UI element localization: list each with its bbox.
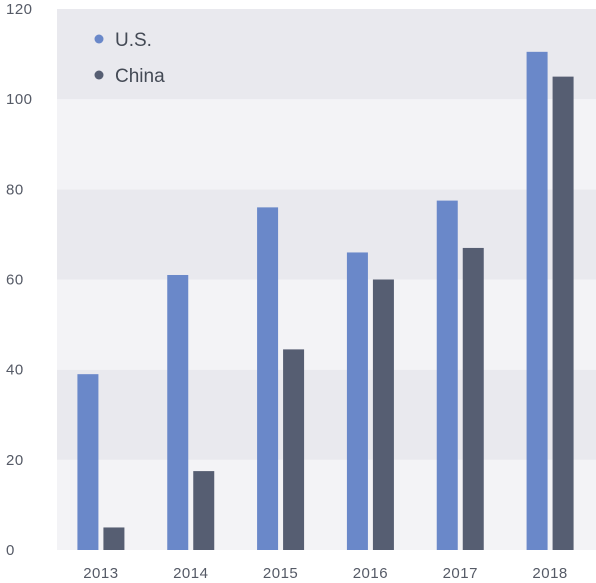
- background-bands: [57, 9, 596, 550]
- y-tick-label: 20: [6, 452, 24, 469]
- bar-china-2013: [103, 527, 125, 550]
- y-tick-label: 80: [6, 181, 24, 198]
- bar-us-2014: [167, 274, 189, 550]
- background-band: [57, 369, 596, 460]
- x-tick-label: 2015: [263, 565, 298, 582]
- bar-us-2018: [526, 51, 548, 551]
- y-tick-label: 40: [6, 362, 24, 379]
- x-axis-ticks: 2013 2014 2015 2016 2017 2018: [83, 565, 567, 582]
- bar-us-2017: [436, 200, 458, 550]
- legend-label-us: U.S.: [115, 30, 152, 51]
- bar-china-2017: [462, 247, 484, 551]
- y-tick-label: 120: [6, 1, 33, 18]
- x-tick-label: 2018: [532, 565, 567, 582]
- y-axis-ticks: 0 20 40 60 80 100 120: [6, 1, 33, 559]
- bar-china-2015: [283, 349, 305, 550]
- y-tick-label: 0: [6, 542, 15, 559]
- background-band: [57, 459, 596, 550]
- x-tick-label: 2017: [443, 565, 478, 582]
- y-tick-label: 100: [6, 91, 33, 108]
- background-band: [57, 99, 596, 190]
- bar-us-2016: [346, 252, 368, 550]
- background-band: [57, 189, 596, 280]
- bar-us-2015: [257, 207, 279, 550]
- bar-china-2014: [193, 471, 215, 550]
- legend-marker-china: [94, 70, 104, 80]
- legend: U.S. China: [94, 30, 165, 87]
- background-band: [57, 9, 596, 100]
- x-tick-label: 2014: [173, 565, 208, 582]
- x-tick-label: 2016: [353, 565, 388, 582]
- x-tick-label: 2013: [83, 565, 118, 582]
- legend-label-china: China: [115, 66, 165, 87]
- legend-marker-us: [94, 34, 104, 44]
- bars: [77, 51, 574, 551]
- y-tick-label: 60: [6, 272, 24, 289]
- bar-china-2018: [552, 76, 574, 550]
- background-band: [57, 279, 596, 370]
- bar-us-2013: [77, 374, 99, 550]
- bar-china-2016: [372, 279, 394, 550]
